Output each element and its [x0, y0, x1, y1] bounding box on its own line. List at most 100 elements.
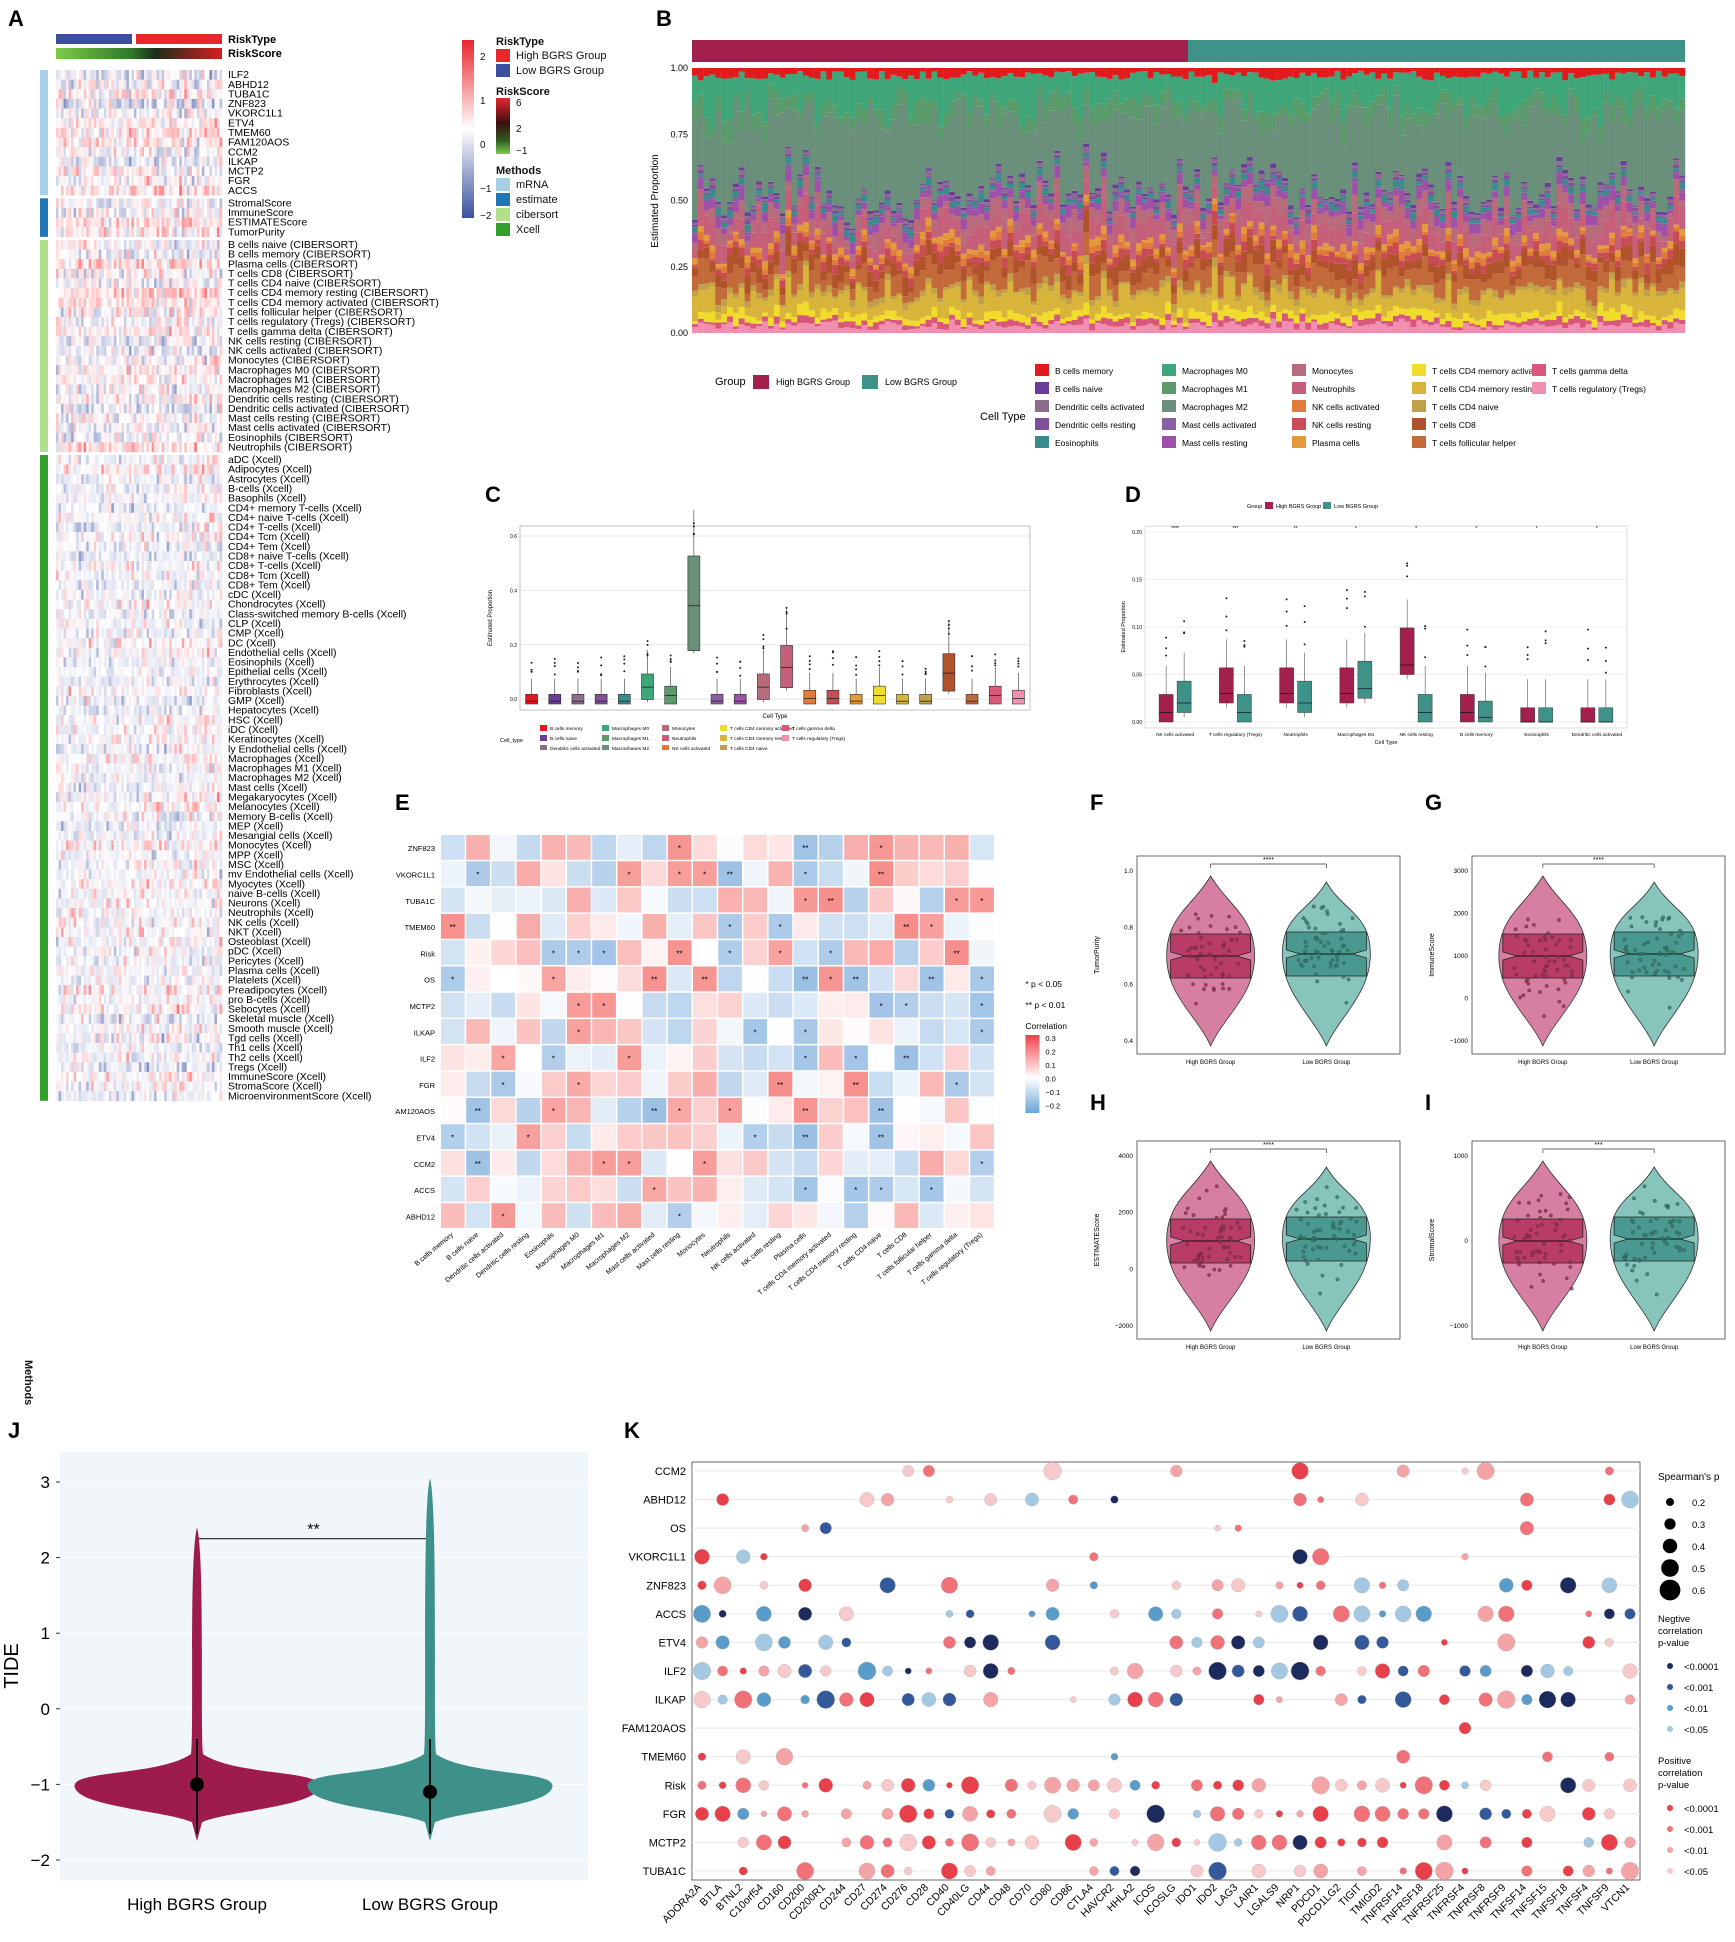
heat-cell — [144, 345, 147, 356]
heat-cell — [121, 432, 125, 443]
heat-cell — [131, 89, 135, 100]
heat-cell — [171, 147, 175, 158]
heat-cell — [166, 108, 170, 119]
heat-cell — [81, 79, 84, 90]
heat-cell — [121, 326, 125, 337]
heat-cell — [116, 147, 120, 158]
row-label: cDC (Xcell) — [228, 589, 281, 601]
heat-cell — [196, 570, 200, 581]
heat-cell — [113, 249, 117, 260]
heat-cell — [86, 176, 89, 186]
heat-cell — [206, 176, 210, 186]
heat-cell — [78, 638, 82, 649]
heat-cell — [86, 268, 89, 279]
heat-cell — [111, 278, 115, 289]
heat-cell — [154, 580, 157, 591]
heat-cell — [146, 561, 150, 571]
heat-cell — [83, 551, 87, 562]
heat-cell — [96, 118, 100, 129]
heat-cell — [141, 345, 145, 356]
heat-cell — [216, 307, 220, 318]
heat-cell — [151, 483, 155, 494]
heat-cell — [113, 773, 117, 784]
heat-cell — [76, 744, 79, 755]
heat-cell — [136, 580, 140, 591]
heat-cell — [169, 493, 172, 504]
heat-cell — [58, 394, 62, 405]
heat-cell — [86, 336, 89, 347]
heat-cell — [141, 317, 145, 327]
heat-cell — [101, 744, 105, 755]
heat-cell — [113, 522, 117, 533]
heat-cell — [88, 259, 92, 270]
heat-cell — [159, 580, 162, 591]
heat-cell — [58, 628, 62, 639]
heat-cell — [63, 326, 67, 337]
heat-cell — [216, 79, 220, 90]
heat-cell — [116, 676, 120, 687]
heat-cell — [101, 503, 105, 514]
heat-cell — [123, 345, 127, 356]
heat-cell — [191, 454, 195, 465]
heat-cell — [211, 217, 215, 228]
heat-cell — [206, 137, 210, 148]
heat-cell — [211, 599, 215, 610]
heat-cell — [131, 108, 135, 119]
heat-cell — [131, 394, 135, 405]
heat-cell — [123, 715, 127, 726]
heat-cell — [209, 307, 213, 318]
heat-cell — [201, 503, 205, 514]
heat-cell — [199, 278, 203, 289]
heat-cell — [96, 423, 100, 433]
heat-cell — [146, 782, 150, 793]
heat-cell — [209, 89, 213, 100]
heat-cell — [189, 147, 193, 158]
heat-cell — [164, 278, 167, 289]
heat-cell — [96, 532, 100, 543]
heat-cell — [71, 753, 74, 764]
heat-cell — [219, 227, 223, 238]
heat-cell — [174, 609, 178, 620]
heat-cell — [214, 355, 218, 366]
heat-cell — [111, 589, 115, 600]
heat-cell — [108, 589, 112, 600]
heat-cell — [71, 108, 74, 119]
heat-cell — [181, 336, 185, 347]
heat-cell — [194, 336, 198, 347]
heat-cell — [63, 403, 67, 414]
heat-cell — [171, 413, 175, 424]
heat-cell — [219, 432, 223, 443]
heat-cell — [133, 384, 137, 395]
heat-cell — [166, 503, 170, 514]
heat-cell — [174, 345, 178, 356]
heat-cell — [73, 657, 77, 668]
heat-cell — [211, 695, 215, 706]
heat-cell — [171, 734, 175, 745]
heat-cell — [86, 297, 89, 308]
heat-cell — [113, 217, 117, 228]
heat-cell — [73, 503, 77, 514]
heat-cell — [166, 355, 170, 366]
heat-cell — [88, 268, 92, 279]
heat-cell — [108, 503, 112, 514]
heat-cell — [61, 686, 64, 697]
heat-cell — [93, 782, 97, 793]
heat-cell — [118, 336, 122, 347]
heat-cell — [121, 609, 125, 620]
heat-cell — [199, 185, 203, 196]
heat-cell — [86, 108, 89, 119]
heat-cell — [56, 503, 59, 514]
heat-cell — [149, 403, 152, 414]
heat-cell — [108, 98, 112, 109]
heat-cell — [126, 483, 130, 494]
heat-cell — [116, 512, 120, 523]
heat-cell — [66, 638, 69, 649]
heat-cell — [131, 384, 135, 395]
heat-cell — [164, 522, 167, 533]
heat-cell — [141, 259, 145, 270]
heat-cell — [216, 413, 220, 424]
heat-cell — [58, 580, 62, 591]
heat-cell — [78, 580, 82, 591]
heat-cell — [136, 227, 140, 238]
heat-cell — [209, 127, 213, 138]
